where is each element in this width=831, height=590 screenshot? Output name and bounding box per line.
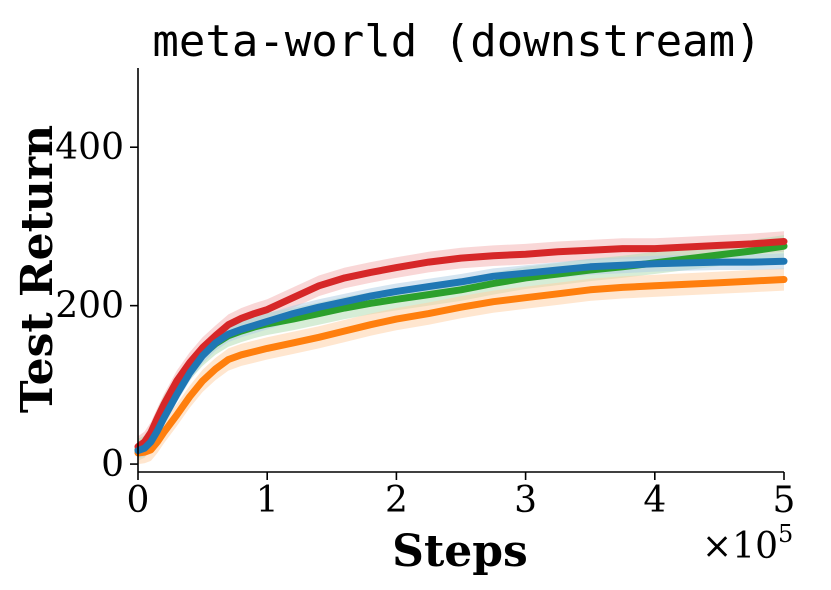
series-3-line: [134, 257, 788, 455]
series-2-line: [134, 276, 788, 457]
x-multiplier-exponent: 5: [778, 520, 793, 548]
y-tick-label: 200: [55, 286, 124, 327]
x-multiplier-base: ×10: [702, 526, 778, 567]
x-tick-label: 4: [643, 480, 666, 521]
chart-title: meta-world (downstream): [152, 16, 761, 67]
y-tick-label: 0: [101, 444, 124, 485]
y-ticks: 0 200 400: [55, 127, 138, 485]
series-0-line: [134, 238, 788, 451]
series-lines: [134, 238, 788, 457]
x-ticks: 0 1 2 3 4 5: [127, 472, 796, 521]
x-tick-label: 5: [773, 480, 796, 521]
x-tick-label: 2: [385, 480, 408, 521]
y-axis-label: Test Return: [12, 125, 63, 413]
series-3-band: [138, 253, 784, 459]
x-multiplier-label: ×105: [702, 520, 793, 567]
x-tick-label: 3: [514, 480, 537, 521]
series-0-band: [138, 231, 784, 457]
x-tick-label: 1: [256, 480, 279, 521]
x-tick-label: 0: [127, 480, 150, 521]
x-axis-label: Steps: [392, 526, 528, 577]
y-tick-label: 400: [55, 127, 124, 168]
series-2-band: [138, 268, 784, 465]
